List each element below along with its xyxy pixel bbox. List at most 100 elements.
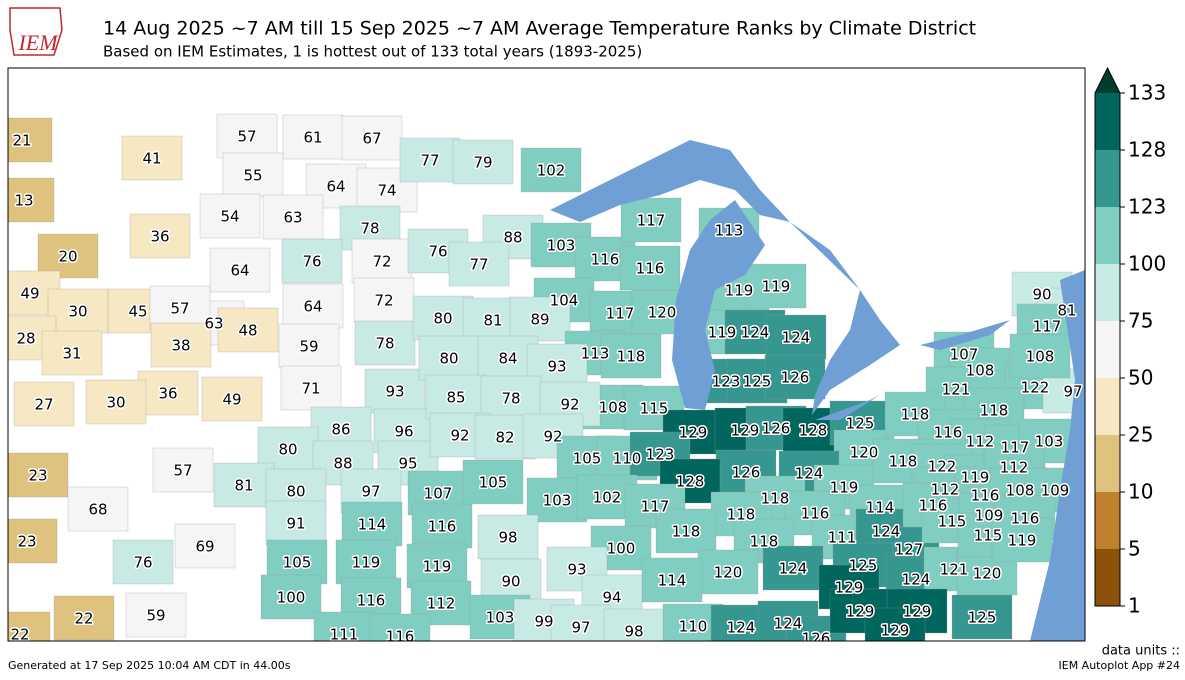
district [477,514,539,560]
district-rank: 125 [846,415,875,433]
district-rank: 108 [1026,348,1055,366]
district [655,508,717,554]
district [85,379,147,425]
district-rank: 126 [732,464,761,482]
district-rank: 111 [828,529,857,547]
district-rank: 129 [846,603,875,621]
colorbar-segment [1095,150,1120,207]
district [550,604,612,641]
district-rank: 64 [230,262,249,280]
district [313,611,375,641]
district-rank: 76 [428,243,447,261]
district-rank: 116 [801,505,830,523]
district [149,285,211,331]
district-rank: 82 [495,429,514,447]
district-rank: 91 [286,515,305,533]
district-rank: 98 [498,529,517,547]
district-rank: 105 [283,554,312,572]
district [335,539,397,585]
district-rank: 116 [386,628,415,646]
district [619,245,681,291]
district [411,503,473,549]
lake-huron [790,222,900,415]
district-rank: 55 [243,167,262,185]
district [764,354,826,400]
district-rank: 129 [835,579,864,597]
district-rank: 124 [741,324,770,342]
district-rank: 102 [593,489,622,507]
district [129,213,191,259]
district [448,241,510,287]
district-rank: 121 [942,381,971,399]
district-rank: 122 [928,458,957,476]
colorbar-tick-label: 75 [1128,309,1153,333]
district-rank: 38 [171,337,190,355]
district-rank: 125 [968,609,997,627]
units-label: data units :: [1102,644,1180,659]
district-rank: 88 [333,455,352,473]
colorbar-tick-label: 1 [1128,594,1141,618]
district-rank: 81 [234,477,253,495]
district-rank: 126 [762,420,791,438]
district-rank: 100 [607,540,636,558]
logo-outline [9,7,63,56]
district-rank: 74 [377,182,396,200]
district [520,147,582,193]
district-rank: 118 [889,453,918,471]
colorbar-tick-label: 123 [1128,195,1166,219]
lake-superior [550,140,790,222]
district [174,523,236,569]
logo: IEM [17,30,59,55]
colorbar-tick-label: 128 [1128,138,1166,162]
district-rank: 119 [423,558,452,576]
district-rank: 86 [331,421,350,439]
district-rank: 123 [646,446,675,464]
district [67,486,129,532]
district-rank: 115 [974,527,1003,545]
district-rank: 23 [28,467,47,485]
district-rank: 57 [237,128,256,146]
district-rank: 112 [931,481,960,499]
district-rank: 105 [479,474,508,492]
district [353,277,415,323]
district [480,375,542,421]
district-rank: 98 [624,623,643,641]
district-rank: 119 [830,479,859,497]
district-rank: 54 [220,208,239,226]
district-rank: 110 [613,450,642,468]
district [262,194,324,240]
district-rank: 41 [142,150,161,168]
district-rank: 20 [58,248,77,266]
colorbar-outline [1094,66,1121,607]
district-rank: 103 [486,609,515,627]
district-rank: 80 [439,350,458,368]
district-rank: 120 [714,564,743,582]
district-rank: 97 [1063,383,1082,401]
subtitle: Based on IEM Estimates, 1 is hottest out… [103,43,642,61]
colorbar-segment [1095,93,1120,150]
district-rank: 110 [679,618,708,636]
district-rank: 124 [779,560,808,578]
district [399,137,461,183]
district-rank: 99 [534,613,553,631]
lake-michigan [672,200,765,410]
district-rank: 118 [750,533,779,551]
district-rank: 93 [385,383,404,401]
district-rank: 59 [146,607,165,625]
district-labels: 21 41 13 36 20 57 61 67 55 64 74 54 63 78 64 76 72 72 64 63… [9,126,1084,648]
district-rank: 63 [283,209,302,227]
district-rank: 124 [782,329,811,347]
district [209,247,271,293]
district-rank: 128 [676,473,705,491]
district [8,611,51,641]
district [509,296,571,342]
district [282,114,344,160]
district-rank: 116 [934,424,963,442]
district-rank: 126 [802,630,831,648]
district [1009,333,1071,379]
district [278,323,340,369]
district [121,135,183,181]
district [222,152,284,198]
district-rank: 119 [725,282,754,300]
